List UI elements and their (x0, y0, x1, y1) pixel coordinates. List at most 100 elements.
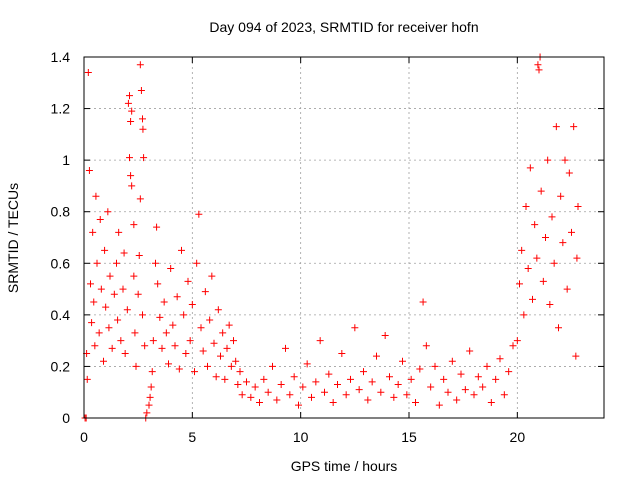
data-point (466, 347, 474, 355)
x-tick-label: 20 (510, 429, 526, 445)
data-point (162, 329, 170, 337)
data-point (516, 280, 523, 288)
data-point (552, 123, 560, 131)
data-point (386, 373, 393, 381)
data-point (113, 259, 120, 267)
data-point (83, 375, 91, 383)
data-point (143, 409, 151, 417)
data-point (105, 324, 113, 332)
data-point (127, 172, 135, 180)
data-point (182, 350, 190, 358)
data-point (95, 329, 103, 337)
grid (84, 57, 604, 418)
data-point (154, 280, 162, 288)
data-point (559, 239, 567, 247)
plot-frame (83, 56, 605, 419)
data-point (496, 355, 504, 363)
data-point (225, 321, 233, 329)
data-point (141, 342, 149, 350)
data-point (178, 246, 185, 254)
data-points (81, 53, 582, 422)
data-point (106, 272, 114, 280)
data-point (273, 396, 281, 404)
data-point (137, 87, 145, 95)
data-point (87, 280, 94, 288)
data-point (518, 246, 526, 254)
y-tick-label: 1.2 (51, 101, 71, 117)
data-point (120, 249, 128, 257)
data-point (574, 203, 582, 211)
data-point (526, 164, 534, 172)
y-tick-label: 1 (62, 152, 70, 168)
y-axis-label: SRMTID / TECUs (5, 183, 21, 293)
data-point (102, 303, 110, 311)
data-point (139, 125, 147, 133)
data-point (140, 154, 148, 162)
data-point (117, 337, 125, 345)
data-point (126, 92, 133, 100)
data-point (221, 375, 229, 383)
data-point (529, 295, 536, 303)
data-point (373, 352, 380, 360)
data-point (91, 342, 99, 350)
data-point (269, 362, 276, 370)
data-point (347, 375, 354, 383)
data-point (171, 342, 179, 350)
data-point (208, 272, 216, 280)
data-point (483, 362, 491, 370)
data-point (146, 393, 154, 401)
data-point (256, 399, 263, 407)
data-point (355, 386, 363, 394)
data-point (121, 350, 129, 358)
data-point (85, 166, 93, 174)
data-point (457, 370, 465, 378)
data-point (290, 373, 298, 381)
data-point (542, 234, 549, 241)
data-point (223, 344, 231, 352)
y-tick-label: 1.4 (51, 49, 71, 65)
data-point (342, 391, 350, 399)
data-point (539, 277, 547, 285)
data-point (534, 61, 542, 69)
data-point (114, 316, 122, 324)
data-point (238, 391, 246, 399)
y-tick-label: 0.2 (51, 358, 71, 374)
data-point (206, 316, 214, 324)
data-point (148, 368, 156, 376)
x-tick-label: 0 (80, 429, 88, 445)
data-point (303, 360, 311, 368)
data-point (147, 383, 155, 391)
data-point (158, 344, 166, 352)
data-point (96, 215, 104, 223)
data-point (119, 285, 127, 293)
data-point (548, 213, 556, 221)
data-point (403, 391, 411, 399)
data-point (217, 352, 224, 360)
data-point (247, 393, 255, 401)
data-point (135, 252, 143, 260)
data-point (308, 393, 315, 401)
data-point (204, 362, 211, 370)
data-point (360, 368, 367, 376)
data-point (251, 383, 259, 391)
data-point (180, 311, 188, 319)
data-point (191, 368, 198, 376)
data-point (136, 61, 144, 69)
data-point (84, 68, 92, 76)
data-point (104, 208, 112, 216)
data-point (282, 344, 289, 352)
data-point (130, 272, 138, 280)
data-point (149, 337, 157, 345)
data-point (407, 375, 415, 383)
data-point (444, 388, 452, 396)
chart-title: Day 094 of 2023, SRMTID for receiver hof… (209, 19, 478, 35)
data-point (92, 192, 100, 200)
data-point (169, 321, 177, 329)
data-point (522, 203, 530, 211)
data-point (546, 301, 554, 309)
data-point (377, 388, 385, 396)
data-point (533, 254, 541, 262)
data-point (479, 383, 487, 391)
data-point (470, 391, 478, 399)
